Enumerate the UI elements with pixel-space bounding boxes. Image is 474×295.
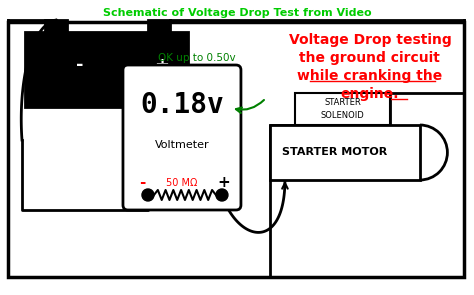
Text: Voltmeter: Voltmeter xyxy=(155,140,209,150)
Text: 0.18v: 0.18v xyxy=(140,91,224,119)
Text: Voltage Drop testing: Voltage Drop testing xyxy=(289,33,451,47)
Text: Schematic of Voltage Drop Test from Video: Schematic of Voltage Drop Test from Vide… xyxy=(103,8,371,18)
Text: -: - xyxy=(76,56,84,74)
Text: the ground circuit: the ground circuit xyxy=(300,51,440,65)
Text: STARTER MOTOR: STARTER MOTOR xyxy=(283,148,388,158)
Circle shape xyxy=(216,189,228,201)
Bar xyxy=(148,20,170,32)
Bar xyxy=(25,32,188,107)
Text: engine.: engine. xyxy=(341,87,399,101)
Bar xyxy=(8,22,464,277)
Bar xyxy=(270,125,420,180)
Text: +: + xyxy=(155,56,170,74)
Text: -: - xyxy=(139,176,145,191)
Bar xyxy=(295,93,390,125)
Bar xyxy=(45,20,67,32)
Text: while cranking the: while cranking the xyxy=(297,69,443,83)
Text: +: + xyxy=(218,176,230,191)
Text: 50 MΩ: 50 MΩ xyxy=(166,178,198,188)
Text: OK up to 0.50v: OK up to 0.50v xyxy=(158,53,236,63)
Circle shape xyxy=(142,189,154,201)
Text: STARTER
SOLENOID: STARTER SOLENOID xyxy=(320,98,365,120)
FancyBboxPatch shape xyxy=(123,65,241,210)
